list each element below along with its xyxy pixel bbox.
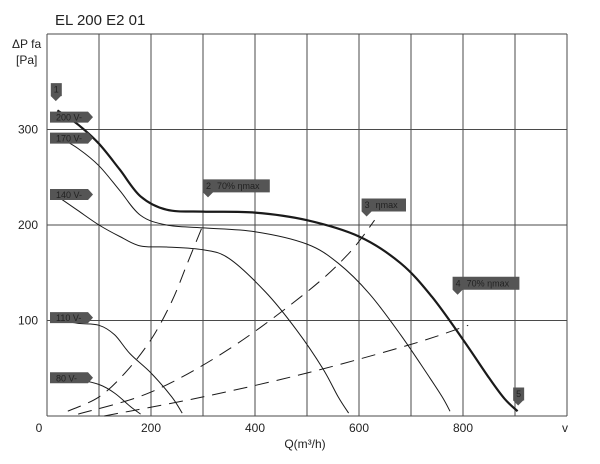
operating-point-label: ηmax <box>376 200 399 210</box>
operating-point-number: 2 <box>206 181 211 191</box>
curve-110-v <box>57 319 183 414</box>
operating-point-number: 4 <box>456 278 461 288</box>
voltage-tag-label: 170 V- <box>56 134 82 144</box>
operating-point-number: 3 <box>365 200 370 210</box>
operating-point-number: 5 <box>516 389 521 399</box>
voltage-tag-label: 200 V- <box>56 113 82 123</box>
operating-point-flag <box>452 276 520 295</box>
operating-point-flag <box>513 387 525 406</box>
operating-point-flag <box>361 198 406 217</box>
x-tick-label: 0 <box>36 421 43 435</box>
operating-point-label: 70% ηmax <box>217 181 260 191</box>
y-axis-label-unit: [Pa] <box>16 53 37 67</box>
voltage-tag <box>50 372 93 384</box>
voltage-tag <box>50 132 93 144</box>
x-tick-label: 600 <box>349 421 369 435</box>
operating-point-flag <box>203 179 270 198</box>
x-axis-corner-label: v <box>562 421 568 435</box>
y-tick-label: 100 <box>18 314 38 328</box>
y-tick-label: 200 <box>18 218 38 232</box>
x-tick-label: 400 <box>245 421 265 435</box>
curve-140-v <box>57 195 350 414</box>
curve-200-v <box>56 109 519 413</box>
voltage-tag <box>50 312 93 324</box>
x-axis-label: Q(m³/h) <box>284 437 325 451</box>
curve-operating-line-2 <box>78 219 375 415</box>
x-tick-label: 800 <box>453 421 473 435</box>
curve-170-v <box>57 135 451 412</box>
x-tick-label: 200 <box>141 421 161 435</box>
voltage-tag <box>50 111 93 123</box>
operating-point-number: 1 <box>54 85 59 95</box>
voltage-tag-label: 110 V- <box>56 313 81 323</box>
voltage-tag-label: 80 V- <box>56 373 77 383</box>
operating-point-label: 70% ηmax <box>467 278 510 288</box>
curve-operating-line-1 <box>67 224 204 412</box>
curve-operating-line-3 <box>104 324 469 417</box>
y-tick-label: 300 <box>18 123 38 137</box>
voltage-tag-label: 140 V- <box>56 190 82 200</box>
plot-area: 0 200 400 600 800 100 200 300 200 V- 170 V- 140 V-… <box>18 33 568 435</box>
voltage-tag <box>50 188 93 200</box>
chart-title: EL 200 E2 01 <box>55 12 145 29</box>
y-axis-label-symbol: ΔP fa <box>12 37 41 51</box>
operating-point-flag <box>50 83 62 102</box>
